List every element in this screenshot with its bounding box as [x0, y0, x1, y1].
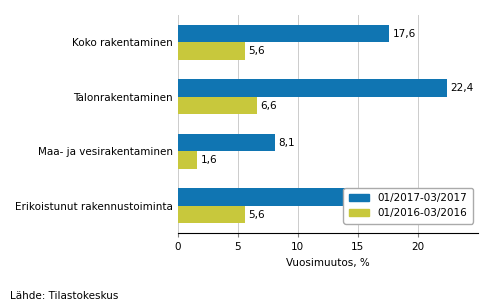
X-axis label: Vuosimuutos, %: Vuosimuutos, %	[286, 258, 370, 268]
Bar	[178, 206, 245, 223]
Text: Lähde: Tilastokeskus: Lähde: Tilastokeskus	[10, 291, 118, 301]
Bar	[178, 42, 245, 60]
Text: 17,6: 17,6	[393, 29, 416, 39]
Legend: 01/2017-03/2017, 01/2016-03/2016: 01/2017-03/2017, 01/2016-03/2016	[344, 188, 473, 223]
Bar	[178, 188, 358, 206]
Bar	[178, 25, 389, 42]
Bar	[178, 97, 257, 114]
Text: 5,6: 5,6	[248, 46, 265, 56]
Bar	[178, 79, 447, 97]
Text: 5,6: 5,6	[248, 209, 265, 219]
Text: 6,6: 6,6	[261, 101, 277, 111]
Text: 8,1: 8,1	[279, 138, 295, 147]
Bar	[178, 134, 275, 151]
Bar	[178, 151, 197, 169]
Text: 1,6: 1,6	[201, 155, 217, 165]
Text: 22,4: 22,4	[451, 83, 474, 93]
Text: 15,0: 15,0	[361, 192, 385, 202]
